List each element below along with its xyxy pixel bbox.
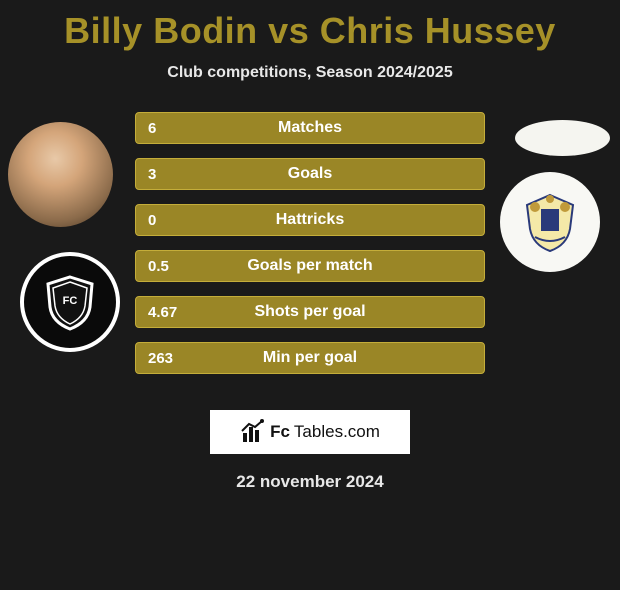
stat-label: Matches bbox=[136, 119, 484, 137]
date-label: 22 november 2024 bbox=[0, 472, 620, 492]
stat-value: 4.67 bbox=[148, 304, 177, 321]
bars-icon bbox=[240, 419, 266, 445]
fctables-logo[interactable]: FcTables.com bbox=[210, 410, 410, 454]
club-right-badge bbox=[500, 172, 600, 272]
stat-row-goals-per-match: 0.5 Goals per match bbox=[135, 250, 485, 282]
stat-label: Goals per match bbox=[136, 257, 484, 275]
stat-label: Hattricks bbox=[136, 211, 484, 229]
player-left-avatar bbox=[8, 122, 113, 227]
page-title: Billy Bodin vs Chris Hussey bbox=[0, 10, 620, 52]
stat-row-hattricks: 0 Hattricks bbox=[135, 204, 485, 236]
stat-label: Shots per goal bbox=[136, 303, 484, 321]
player-right-placeholder bbox=[515, 120, 610, 156]
stat-label: Goals bbox=[136, 165, 484, 183]
stat-value: 0.5 bbox=[148, 258, 169, 275]
stat-value: 3 bbox=[148, 166, 156, 183]
comparison-area: FC 6 Matches 3 Goals 0 Hattricks 0.5 Goa… bbox=[0, 112, 620, 392]
logo-text-tables: Tables.com bbox=[294, 422, 380, 442]
stat-value: 0 bbox=[148, 212, 156, 229]
stat-row-min-per-goal: 263 Min per goal bbox=[135, 342, 485, 374]
stat-label: Min per goal bbox=[136, 349, 484, 367]
stat-value: 263 bbox=[148, 350, 173, 367]
stat-row-matches: 6 Matches bbox=[135, 112, 485, 144]
stat-value: 6 bbox=[148, 120, 156, 137]
club-left-badge: FC bbox=[20, 252, 120, 352]
logo-text-fc: Fc bbox=[270, 422, 290, 442]
subtitle: Club competitions, Season 2024/2025 bbox=[0, 64, 620, 82]
svg-text:FC: FC bbox=[63, 295, 78, 307]
crest-icon bbox=[515, 187, 585, 257]
stat-row-goals: 3 Goals bbox=[135, 158, 485, 190]
stats-list: 6 Matches 3 Goals 0 Hattricks 0.5 Goals … bbox=[135, 112, 485, 388]
shield-icon: FC bbox=[40, 272, 100, 332]
stat-row-shots-per-goal: 4.67 Shots per goal bbox=[135, 296, 485, 328]
